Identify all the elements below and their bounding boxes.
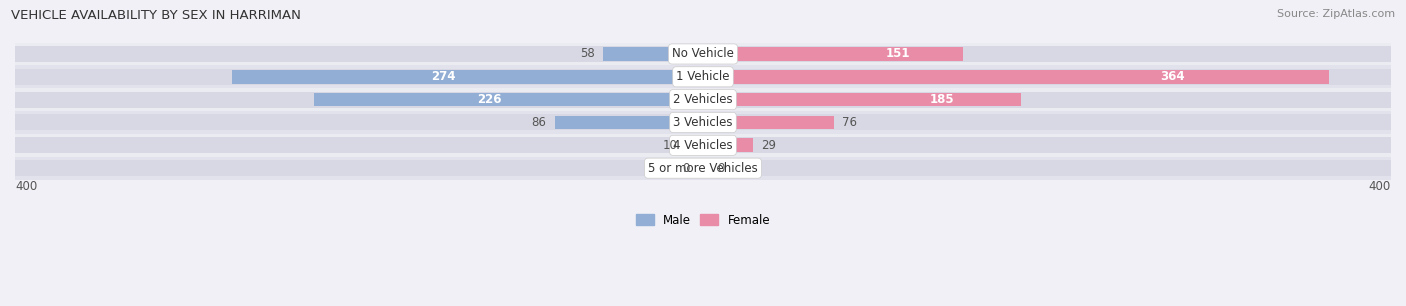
Bar bbox=[703, 137, 1391, 153]
Bar bbox=[703, 160, 1391, 176]
Bar bbox=[603, 47, 703, 61]
Bar bbox=[15, 91, 703, 108]
Text: VEHICLE AVAILABILITY BY SEX IN HARRIMAN: VEHICLE AVAILABILITY BY SEX IN HARRIMAN bbox=[11, 9, 301, 22]
Text: 76: 76 bbox=[842, 116, 858, 129]
Text: 226: 226 bbox=[477, 93, 502, 106]
Text: No Vehicle: No Vehicle bbox=[672, 47, 734, 61]
Bar bbox=[703, 47, 963, 61]
Bar bbox=[703, 114, 1391, 130]
Bar bbox=[315, 93, 703, 106]
Bar bbox=[703, 116, 834, 129]
Bar bbox=[15, 69, 703, 85]
Bar bbox=[15, 114, 703, 130]
Bar bbox=[703, 69, 1391, 85]
Bar bbox=[15, 157, 1391, 180]
Text: 274: 274 bbox=[432, 70, 456, 83]
Text: 58: 58 bbox=[579, 47, 595, 61]
Bar bbox=[15, 65, 1391, 88]
Bar bbox=[15, 134, 1391, 157]
Bar bbox=[703, 139, 752, 152]
Text: 5 or more Vehicles: 5 or more Vehicles bbox=[648, 162, 758, 175]
Text: 364: 364 bbox=[1160, 70, 1185, 83]
Text: 400: 400 bbox=[1369, 180, 1391, 192]
Text: 4 Vehicles: 4 Vehicles bbox=[673, 139, 733, 152]
Bar bbox=[15, 160, 703, 176]
Text: 185: 185 bbox=[929, 93, 953, 106]
Bar bbox=[15, 111, 1391, 134]
Bar bbox=[703, 91, 1391, 108]
Bar bbox=[555, 116, 703, 129]
Bar bbox=[703, 70, 1329, 84]
Text: 0: 0 bbox=[717, 162, 724, 175]
Bar bbox=[15, 88, 1391, 111]
Text: 2 Vehicles: 2 Vehicles bbox=[673, 93, 733, 106]
Bar bbox=[15, 43, 1391, 65]
Bar bbox=[703, 93, 1021, 106]
Text: 3 Vehicles: 3 Vehicles bbox=[673, 116, 733, 129]
Text: 86: 86 bbox=[531, 116, 547, 129]
Text: 29: 29 bbox=[762, 139, 776, 152]
Legend: Male, Female: Male, Female bbox=[631, 209, 775, 231]
Bar bbox=[15, 46, 703, 62]
Bar bbox=[15, 137, 703, 153]
Bar bbox=[232, 70, 703, 84]
Text: 1 Vehicle: 1 Vehicle bbox=[676, 70, 730, 83]
Bar bbox=[703, 46, 1391, 62]
Text: 151: 151 bbox=[886, 47, 910, 61]
Text: 0: 0 bbox=[682, 162, 689, 175]
Text: 400: 400 bbox=[15, 180, 37, 192]
Bar bbox=[686, 139, 703, 152]
Text: 10: 10 bbox=[662, 139, 678, 152]
Text: Source: ZipAtlas.com: Source: ZipAtlas.com bbox=[1277, 9, 1395, 19]
